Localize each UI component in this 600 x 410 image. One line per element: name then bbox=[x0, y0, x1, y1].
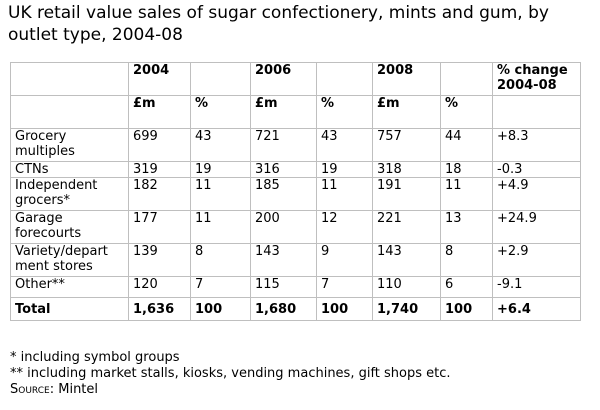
value-2008: 191 bbox=[372, 177, 441, 211]
source-line: Source: Mintel bbox=[10, 382, 590, 398]
unit-share-2006: % bbox=[316, 95, 373, 129]
percent-change: -0.3 bbox=[492, 161, 581, 178]
share-2004: 43 bbox=[190, 128, 251, 162]
share-2006: 7 bbox=[316, 276, 373, 298]
table-row: Other** 120 7 115 7 110 6 -9.1 bbox=[10, 276, 581, 298]
share-2004: 8 bbox=[190, 243, 251, 277]
header-blank-cell bbox=[492, 95, 581, 129]
percent-change: +2.9 bbox=[492, 243, 581, 277]
value-2004: 182 bbox=[128, 177, 191, 211]
page-title: UK retail value sales of sugar confectio… bbox=[8, 3, 549, 45]
share-2006: 11 bbox=[316, 177, 373, 211]
percent-change: +8.3 bbox=[492, 128, 581, 162]
unit-value-2006: £m bbox=[250, 95, 317, 129]
outlet-label: Variety/depart ment stores bbox=[10, 243, 129, 277]
share-2004: 100 bbox=[190, 297, 251, 321]
share-2008: 8 bbox=[440, 243, 493, 277]
value-2008: 221 bbox=[372, 210, 441, 244]
share-2008: 100 bbox=[440, 297, 493, 321]
share-2004: 7 bbox=[190, 276, 251, 298]
percent-change: -9.1 bbox=[492, 276, 581, 298]
footnote-other-outlets: ** including market stalls, kiosks, vend… bbox=[10, 366, 451, 381]
header-year-2004: 2004 bbox=[128, 62, 191, 96]
header-blank-cell bbox=[10, 95, 129, 129]
table-row: Grocery multiples 699 43 721 43 757 44 +8.3 bbox=[10, 128, 581, 162]
value-2006: 721 bbox=[250, 128, 317, 162]
value-2006: 1,680 bbox=[250, 297, 317, 321]
header-blank-cell bbox=[440, 62, 493, 96]
share-2008: 13 bbox=[440, 210, 493, 244]
source-label: Source: bbox=[10, 382, 55, 397]
share-2006: 12 bbox=[316, 210, 373, 244]
value-2004: 319 bbox=[128, 161, 191, 178]
value-2008: 1,740 bbox=[372, 297, 441, 321]
percent-change: +6.4 bbox=[492, 297, 581, 321]
table-row: CTNs 319 19 316 19 318 18 -0.3 bbox=[10, 161, 581, 178]
table-row: Garage forecourts 177 11 200 12 221 13 +24.9 bbox=[10, 210, 581, 244]
header-blank-cell bbox=[316, 62, 373, 96]
share-2006: 19 bbox=[316, 161, 373, 178]
value-2004: 120 bbox=[128, 276, 191, 298]
outlet-label: Total bbox=[10, 297, 129, 321]
outlet-label: CTNs bbox=[10, 161, 129, 178]
footnotes: * including symbol groups ** including m… bbox=[10, 350, 590, 398]
outlet-label: Independent grocers* bbox=[10, 177, 129, 211]
share-2004: 11 bbox=[190, 177, 251, 211]
share-2008: 6 bbox=[440, 276, 493, 298]
share-2008: 44 bbox=[440, 128, 493, 162]
value-2006: 143 bbox=[250, 243, 317, 277]
percent-change: +24.9 bbox=[492, 210, 581, 244]
value-2004: 139 bbox=[128, 243, 191, 277]
table-row: Independent grocers* 182 11 185 11 191 11 +4.9 bbox=[10, 177, 581, 211]
share-2004: 19 bbox=[190, 161, 251, 178]
unit-value-2008: £m bbox=[372, 95, 441, 129]
value-2008: 757 bbox=[372, 128, 441, 162]
table-row: Variety/depart ment stores 139 8 143 9 143 8 +2… bbox=[10, 243, 581, 277]
header-row-units: £m % £m % £m % bbox=[10, 95, 581, 129]
share-2006: 43 bbox=[316, 128, 373, 162]
share-2008: 11 bbox=[440, 177, 493, 211]
value-2008: 110 bbox=[372, 276, 441, 298]
value-2004: 177 bbox=[128, 210, 191, 244]
outlet-label: Other** bbox=[10, 276, 129, 298]
value-2006: 115 bbox=[250, 276, 317, 298]
header-blank-cell bbox=[10, 62, 129, 96]
source-value: Mintel bbox=[58, 382, 99, 397]
value-2004: 1,636 bbox=[128, 297, 191, 321]
value-2006: 185 bbox=[250, 177, 317, 211]
share-2006: 100 bbox=[316, 297, 373, 321]
value-2008: 143 bbox=[372, 243, 441, 277]
header-year-2008: 2008 bbox=[372, 62, 441, 96]
value-2008: 318 bbox=[372, 161, 441, 178]
header-change: % change 2004-08 bbox=[492, 62, 581, 96]
total-row: Total 1,636 100 1,680 100 1,740 100 +6.4 bbox=[10, 297, 581, 321]
footnote-symbol-groups: * including symbol groups bbox=[10, 350, 180, 365]
share-2008: 18 bbox=[440, 161, 493, 178]
header-blank-cell bbox=[190, 62, 251, 96]
value-2006: 200 bbox=[250, 210, 317, 244]
sales-table: 2004 2006 2008 % change 2004-08 £m % £m … bbox=[10, 62, 581, 321]
header-row-years: 2004 2006 2008 % change 2004-08 bbox=[10, 62, 581, 96]
header-year-2006: 2006 bbox=[250, 62, 317, 96]
value-2006: 316 bbox=[250, 161, 317, 178]
outlet-label: Grocery multiples bbox=[10, 128, 129, 162]
share-2004: 11 bbox=[190, 210, 251, 244]
outlet-label: Garage forecourts bbox=[10, 210, 129, 244]
unit-share-2008: % bbox=[440, 95, 493, 129]
share-2006: 9 bbox=[316, 243, 373, 277]
percent-change: +4.9 bbox=[492, 177, 581, 211]
unit-share-2004: % bbox=[190, 95, 251, 129]
value-2004: 699 bbox=[128, 128, 191, 162]
unit-value-2004: £m bbox=[128, 95, 191, 129]
